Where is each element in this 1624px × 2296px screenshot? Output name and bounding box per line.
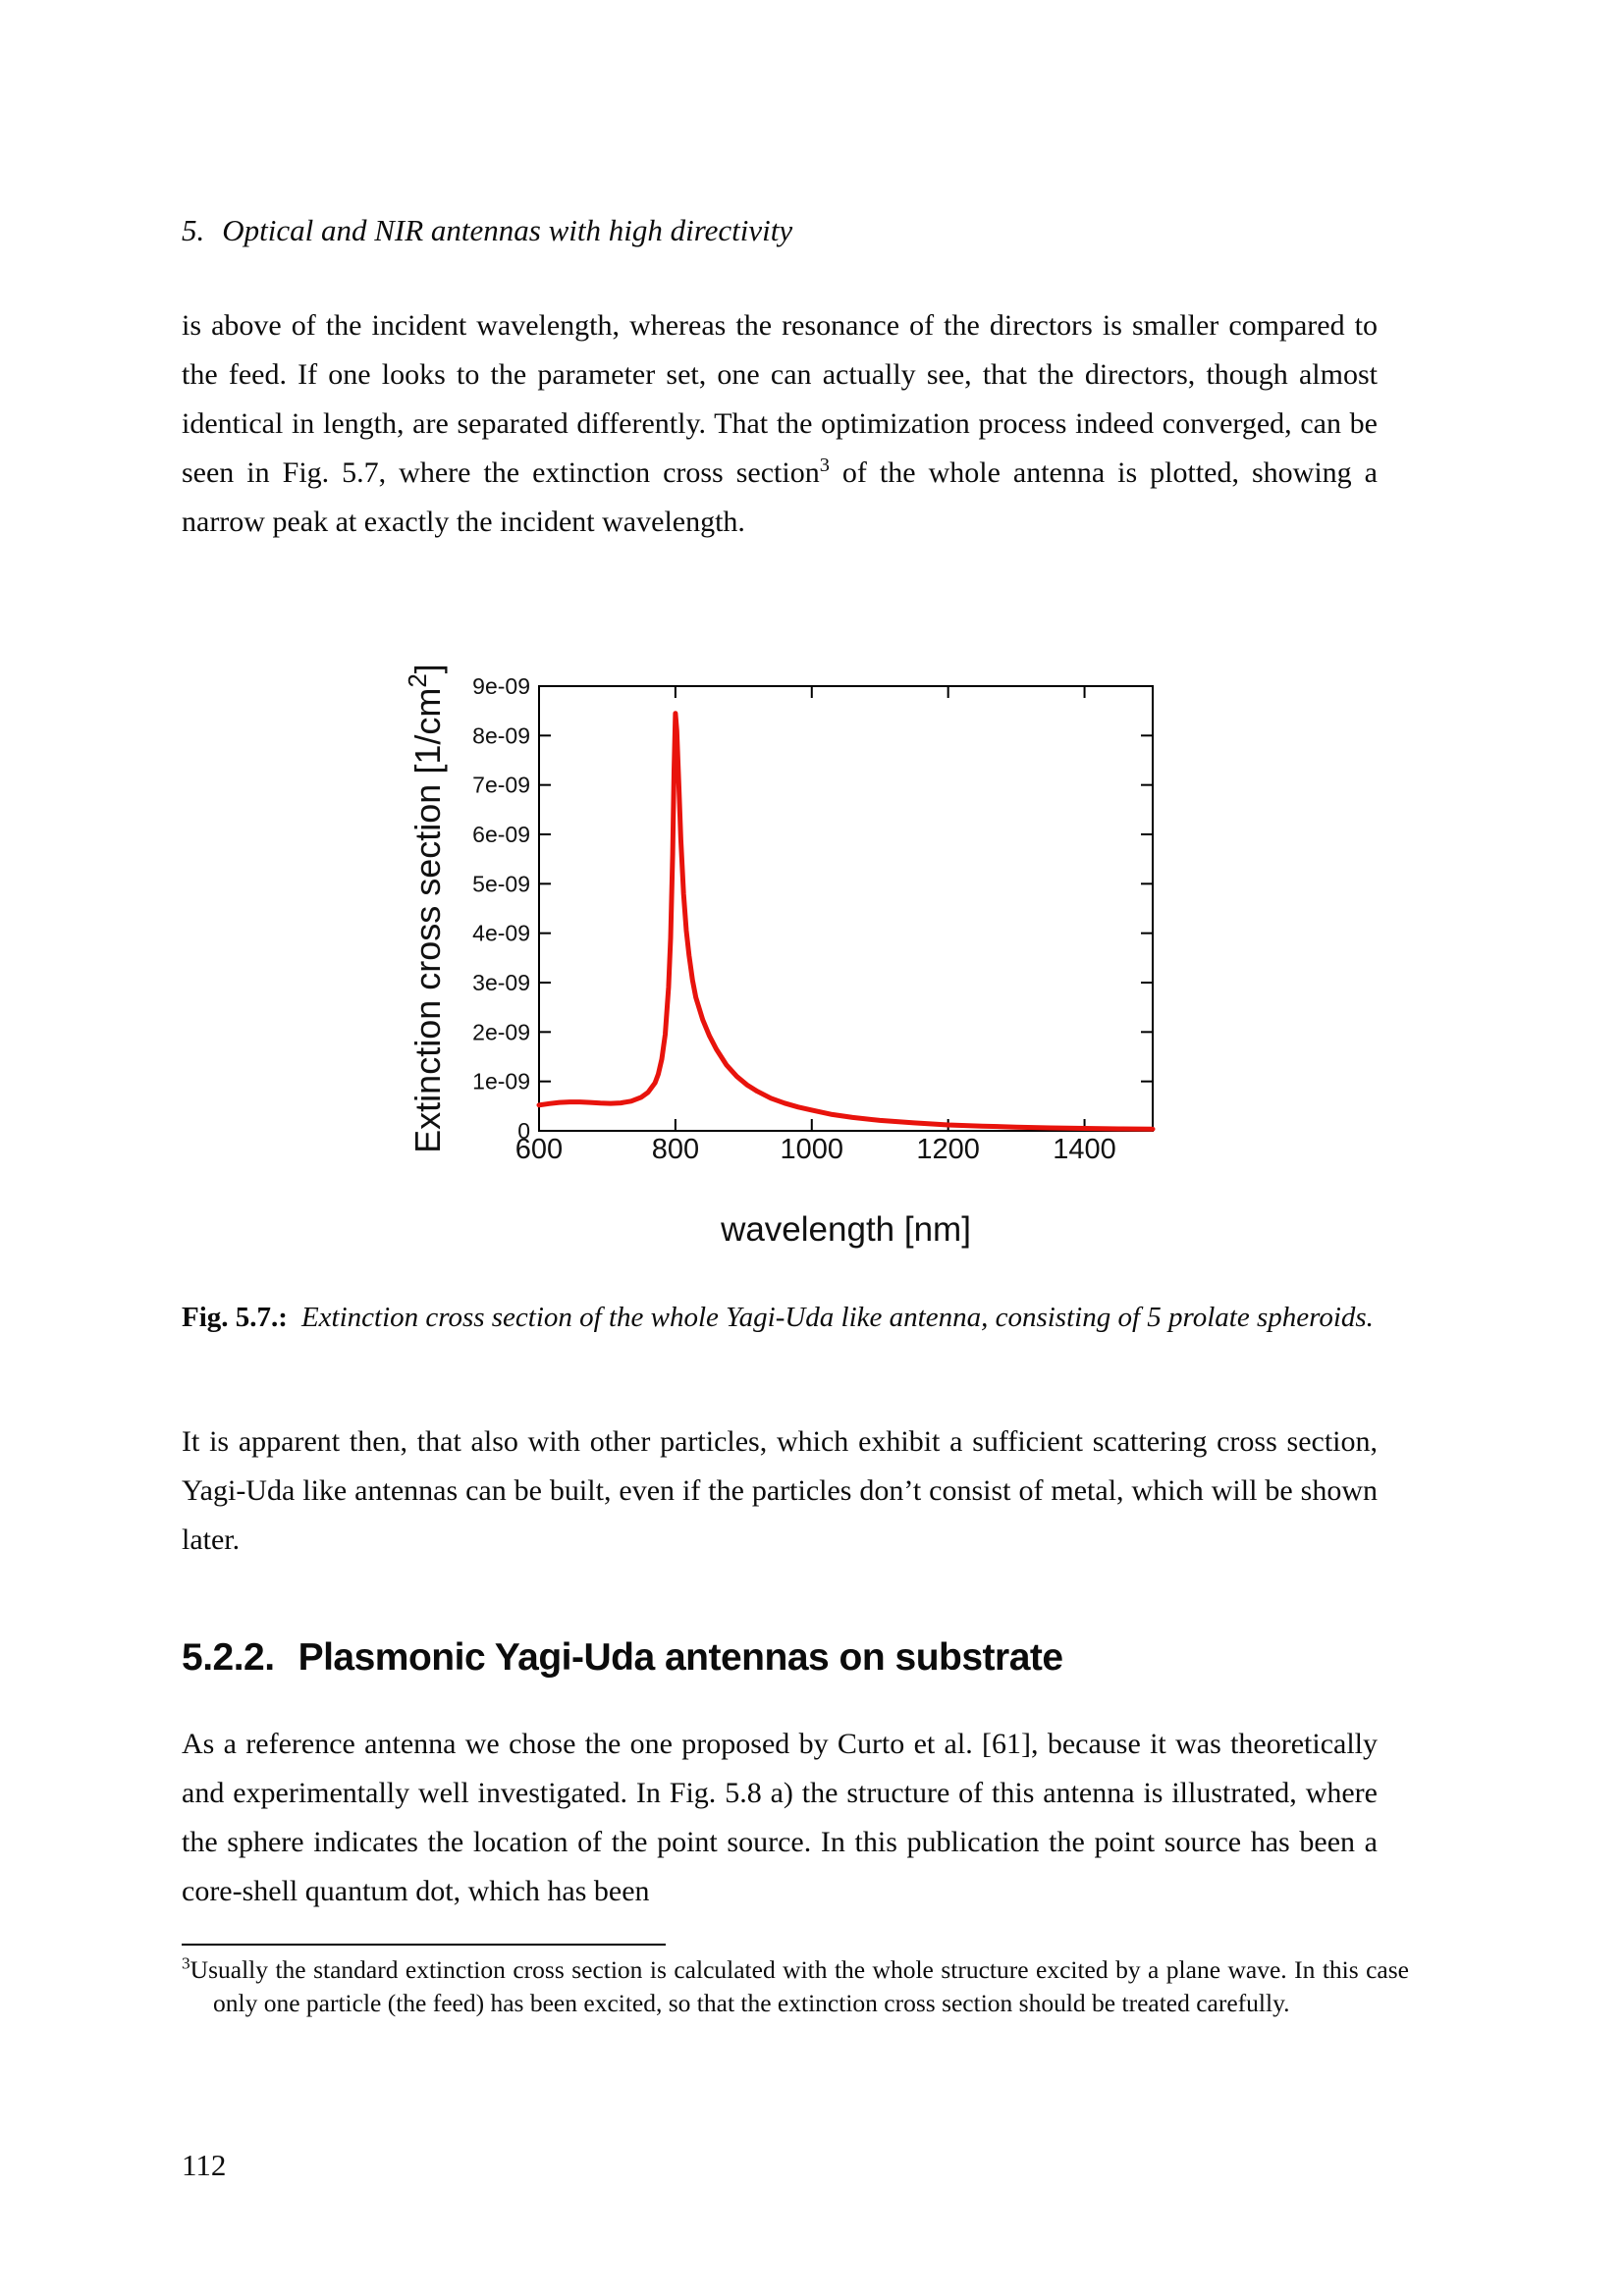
paragraph-3: As a reference antenna we chose the one … <box>182 1728 1378 1907</box>
paragraph-2: It is apparent then, that also with othe… <box>182 1425 1378 1556</box>
section-heading: 5.2.2. Plasmonic Yagi-Uda antennas on sub… <box>182 1635 1378 1681</box>
page-number: 112 <box>182 2148 227 2182</box>
footnote-reference-mark: 3 <box>819 454 830 476</box>
y-tick-label: 4e-09 <box>472 921 530 946</box>
y-axis-label: Extinction cross section [1/cm2] <box>403 664 448 1153</box>
x-tick-label: 1400 <box>1053 1134 1116 1165</box>
y-tick-label: 7e-09 <box>472 773 530 798</box>
y-tick-label: 1e-09 <box>472 1069 530 1095</box>
extinction-curve <box>536 711 1156 1132</box>
y-tick-label: 3e-09 <box>472 970 530 995</box>
y-tick-label: 9e-09 <box>472 673 530 699</box>
running-header: 5. Optical and NIR antennas with high dir… <box>182 212 1378 249</box>
x-tick-label: 600 <box>515 1134 563 1165</box>
footnote-text: Usually the standard extinction cross se… <box>189 1955 1409 2017</box>
x-tick-label: 1200 <box>916 1134 980 1165</box>
running-header-title: Optical and NIR antennas with high direc… <box>222 213 793 247</box>
running-header-chapter-number: 5. <box>182 213 205 247</box>
y-tick-label: 6e-09 <box>472 822 530 847</box>
x-tick-label: 800 <box>652 1134 699 1165</box>
x-tick-label: 1000 <box>781 1134 844 1165</box>
section-number: 5.2.2. <box>182 1636 275 1679</box>
y-tick-label: 8e-09 <box>472 722 530 748</box>
x-axis-label: wavelength [nm] <box>720 1210 971 1249</box>
figure-caption-label: Fig. 5.7.: <box>182 1302 288 1333</box>
section-title: Plasmonic Yagi-Uda antennas on substrate <box>298 1636 1064 1679</box>
y-tick-label: 5e-09 <box>472 871 530 896</box>
paragraph-1-text: is above of the incident wavelength, whe… <box>182 309 1378 489</box>
y-tick-label: 0 <box>517 1118 530 1144</box>
footnote: 3Usually the standard extinction cross s… <box>182 1953 1409 2020</box>
footnote-marker: 3 <box>182 1953 190 1973</box>
y-tick-label: 2e-09 <box>472 1019 530 1044</box>
paragraph-1-text-continued: of the whole antenna is plotted, showing… <box>182 456 1378 538</box>
extinction-cross-section-plot: 600 800 1000 1200 1400 0 1e-09 2e-09 3e-09 4e-09 5… <box>403 664 1156 1249</box>
figure-caption-text: Extinction cross section of the whole Ya… <box>300 1302 1374 1333</box>
figure-caption: Fig. 5.7.: Extinction cross section of th… <box>182 1296 1521 1339</box>
figure-5-7-chart: 600 800 1000 1200 1400 0 1e-09 2e-09 3e-09 4e-09 5… <box>393 660 1227 1272</box>
paragraph-1: is above of the incident wavelength, whe… <box>182 301 1378 547</box>
footnote-rule <box>182 1944 666 1946</box>
plot-frame <box>538 685 1154 1132</box>
